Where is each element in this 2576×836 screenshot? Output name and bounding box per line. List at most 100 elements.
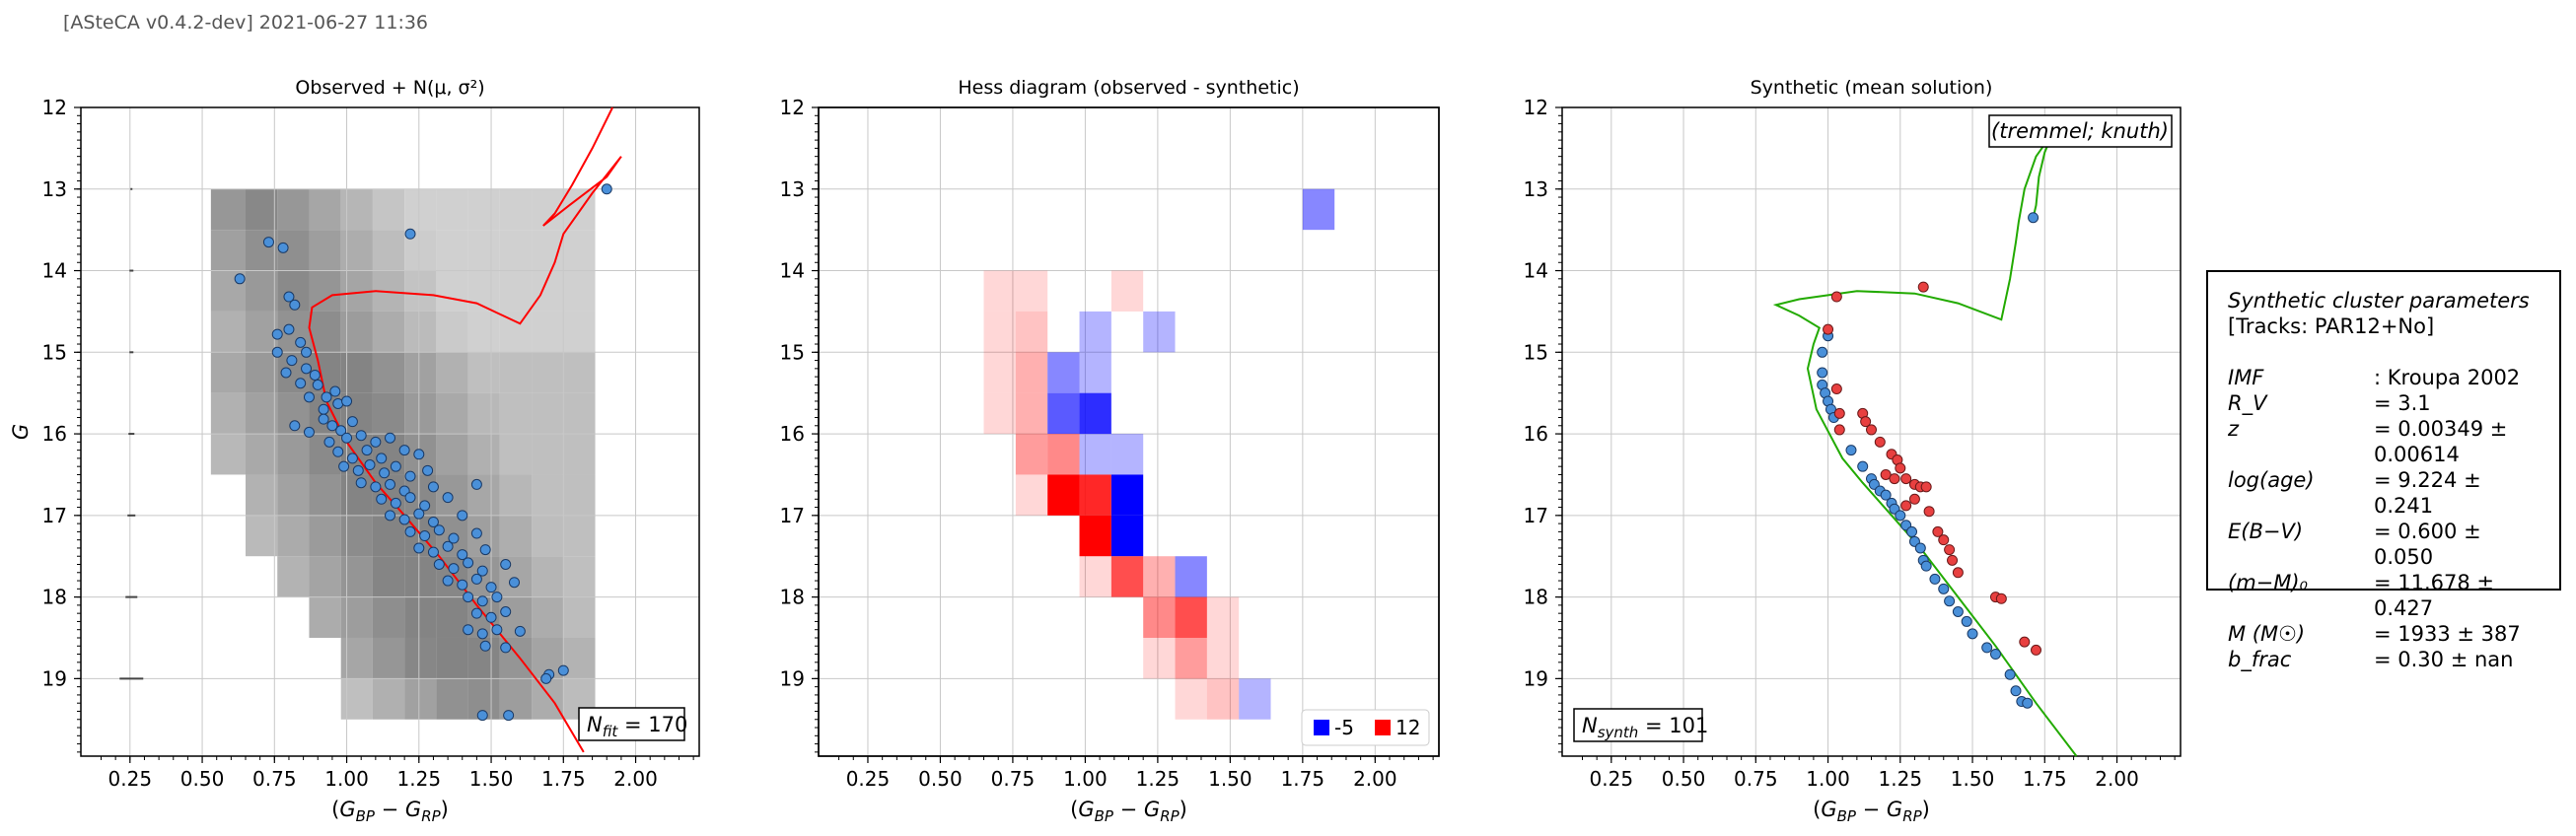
- density-cell: [499, 556, 533, 597]
- density-cell: [246, 311, 278, 353]
- density-cell: [404, 637, 437, 679]
- density-cell: [404, 392, 437, 435]
- x-tick-label: 1.25: [1879, 767, 1923, 791]
- observed-star-point: [419, 530, 431, 542]
- synthetic-single-star: [1906, 525, 1918, 537]
- synthetic-single-star: [1900, 520, 1912, 531]
- synthetic-binary-star: [1866, 424, 1877, 436]
- hess-cell: [1079, 556, 1111, 597]
- density-cell: [372, 556, 405, 597]
- observed-star-point: [470, 478, 482, 490]
- observed-star-point: [463, 557, 474, 569]
- density-cell: [210, 434, 247, 475]
- density-cell: [467, 230, 500, 271]
- observed-star-point: [303, 426, 315, 438]
- isochrone-line: [1772, 131, 2078, 757]
- hess-cell: [1079, 474, 1111, 516]
- x-tick-label: 1.75: [2023, 767, 2067, 791]
- x-tick-label: 0.50: [180, 767, 225, 791]
- param-name: IMF: [2228, 366, 2264, 389]
- density-cell: [499, 230, 533, 271]
- observed-star-point: [295, 378, 307, 389]
- density-cell: [309, 556, 341, 597]
- x-tick-label: 0.25: [108, 767, 153, 791]
- density-cell: [277, 230, 310, 271]
- density-cell: [563, 311, 596, 353]
- density-cell: [246, 434, 278, 475]
- density-cell: [436, 188, 468, 231]
- y-tick-label: 15: [780, 340, 805, 364]
- observed-star-point: [479, 640, 491, 652]
- density-cell: [277, 515, 310, 557]
- density-cell: [404, 352, 437, 393]
- density-cell: [499, 188, 533, 231]
- observed-star-point: [355, 430, 367, 442]
- synthetic-single-star: [1914, 542, 1926, 554]
- synthetic-binary-star: [1900, 473, 1912, 485]
- synthetic-single-star: [1961, 615, 1972, 627]
- density-cell: [210, 230, 247, 271]
- synthetic-binary-star: [1892, 454, 1903, 466]
- observed-star-point: [500, 606, 512, 618]
- synthetic-binary-star: [1920, 481, 1932, 493]
- hess-cell: [1015, 474, 1048, 516]
- density-cell: [340, 474, 373, 516]
- observed-star-point: [309, 369, 321, 381]
- observed-star-point: [491, 624, 503, 636]
- density-cell: [436, 311, 468, 353]
- observed-star-point: [457, 510, 468, 522]
- param-name: R_V: [2228, 391, 2267, 415]
- density-cell: [404, 474, 437, 516]
- synthetic-single-star: [1817, 346, 1828, 358]
- observed-star-point: [476, 595, 488, 607]
- observed-star-point: [485, 611, 497, 623]
- density-cell: [563, 392, 596, 435]
- observed-star-point: [470, 527, 482, 539]
- synthetic-single-star: [1874, 485, 1886, 497]
- plot-frame: [1561, 106, 2182, 757]
- x-tick-label: 1.75: [541, 767, 586, 791]
- synthetic-binary-star: [1908, 493, 1920, 505]
- density-cell: [436, 556, 468, 597]
- density-cell: [563, 188, 596, 231]
- density-cell: [467, 352, 500, 393]
- observed-star-point: [398, 485, 410, 497]
- synthetic-binary-star: [1995, 592, 2007, 604]
- density-cell: [499, 270, 533, 312]
- density-cell: [404, 230, 437, 271]
- density-cell: [532, 230, 564, 271]
- density-cell: [309, 352, 341, 393]
- density-cell: [340, 230, 373, 271]
- x-tick-label: 2.00: [1353, 767, 1397, 791]
- density-cell: [246, 188, 278, 231]
- density-cell: [309, 230, 341, 271]
- observed-star-point: [476, 628, 488, 640]
- param-name: z: [2228, 417, 2240, 441]
- observed-star-point: [448, 532, 460, 544]
- y-tick-label: 19: [1524, 666, 1548, 690]
- observed-star-point: [321, 391, 332, 403]
- observed-star-point: [335, 425, 347, 437]
- observed-star-point: [318, 413, 329, 425]
- hess-cell: [1015, 434, 1048, 475]
- density-cell: [404, 188, 437, 231]
- observed-star-point: [404, 525, 416, 537]
- density-cell: [372, 678, 405, 720]
- synthetic-binary-star: [1932, 525, 1944, 537]
- y-axis-label: G: [9, 424, 33, 440]
- hess-cell: [983, 392, 1016, 435]
- density-cell: [467, 474, 500, 516]
- observed-star-point: [442, 492, 454, 504]
- density-cell: [467, 515, 500, 557]
- observed-star-point: [283, 323, 295, 335]
- y-tick-label: 18: [1524, 586, 1548, 609]
- nfit-annotation-frame: [578, 707, 685, 741]
- observed-star-point: [470, 607, 482, 619]
- density-cell: [532, 352, 564, 393]
- observed-star-point: [355, 477, 367, 489]
- y-tick-label: 12: [1524, 96, 1548, 119]
- density-cell: [277, 392, 310, 435]
- observed-star-point: [476, 710, 488, 722]
- density-cell: [499, 434, 533, 475]
